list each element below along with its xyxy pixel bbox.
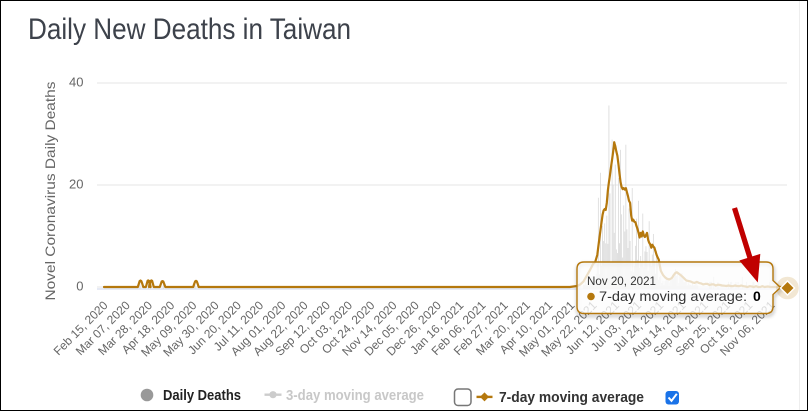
svg-text:0: 0 [76, 279, 83, 294]
svg-text:Daily Deaths: Daily Deaths [163, 387, 241, 404]
svg-text:7-day moving average: 7-day moving average [499, 389, 644, 406]
svg-text:0: 0 [753, 288, 761, 304]
svg-text:3-day moving average: 3-day moving average [286, 387, 424, 404]
svg-text:20: 20 [69, 177, 83, 192]
svg-text:40: 40 [69, 75, 83, 90]
svg-text:Nov 20, 2021: Nov 20, 2021 [587, 274, 656, 288]
svg-text:Daily New Deaths in Taiwan: Daily New Deaths in Taiwan [28, 13, 351, 46]
svg-text:7-day moving average:: 7-day moving average: [599, 288, 747, 304]
svg-text:Novel Coronavirus Daily Deaths: Novel Coronavirus Daily Deaths [42, 82, 58, 301]
